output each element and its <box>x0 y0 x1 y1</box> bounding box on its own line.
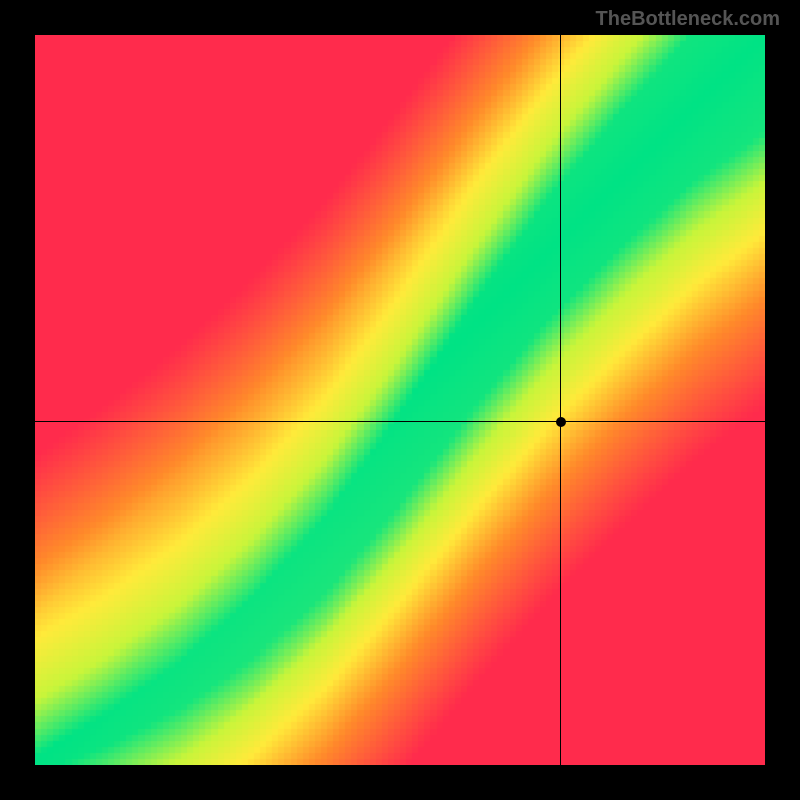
heatmap-chart <box>35 35 765 765</box>
heatmap-canvas <box>35 35 765 765</box>
watermark-text: TheBottleneck.com <box>596 8 780 31</box>
